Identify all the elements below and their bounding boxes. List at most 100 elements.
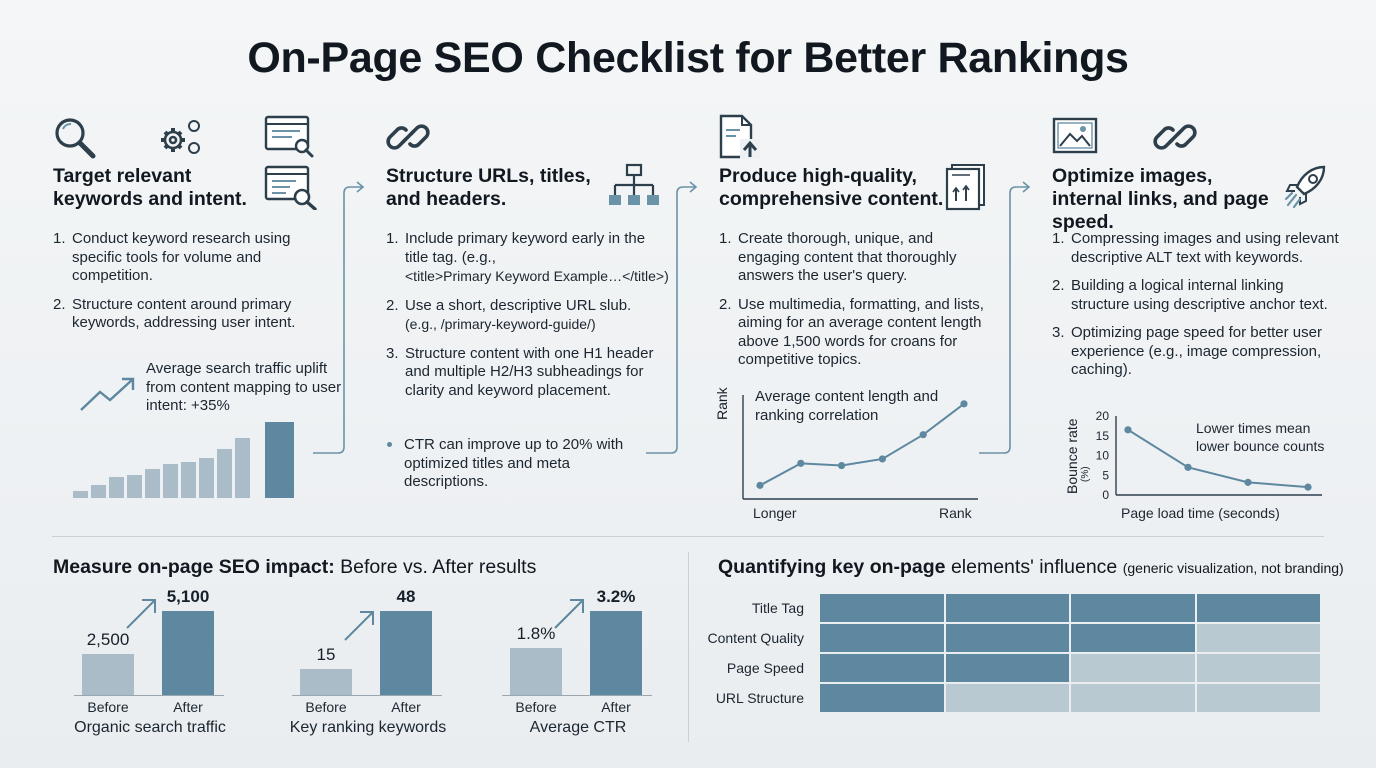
- value-label: 5,100: [166, 587, 210, 606]
- influence-section-title: Quantifying key on-page elements' influe…: [718, 556, 1344, 578]
- column-3-heading: Produce high-quality, comprehensive cont…: [719, 165, 944, 210]
- y-tick-label: 20: [1096, 409, 1110, 423]
- browser-search-icon: [264, 115, 314, 158]
- chart-caption: Organic search traffic: [74, 719, 226, 736]
- heatmap-cell: [820, 624, 944, 652]
- rocket-icon: [1284, 165, 1326, 209]
- data-point: [1124, 426, 1132, 434]
- heatmap-cell: [1071, 594, 1195, 622]
- data-point: [960, 400, 968, 408]
- trend-up-arrow-icon: [80, 377, 135, 411]
- column-4-steps: 1. Compressing images and using relevant …: [1052, 230, 1342, 390]
- mini-bar: [145, 468, 160, 498]
- mini-bar: [91, 484, 106, 498]
- mini-bar: [235, 437, 250, 498]
- heatmap-cell: [945, 684, 1069, 712]
- content-length-chart: [742, 395, 978, 500]
- y-tick-label: 0: [1102, 488, 1109, 502]
- average-ctr-chart: 1.8% Before 3.2% After Average CTR: [502, 587, 688, 740]
- heatmap-cell: [1071, 654, 1195, 682]
- connector-arrow-2: [646, 181, 698, 454]
- connector-arrow-3: [979, 181, 1031, 454]
- list-item: 3. Structure content with one H1 header a…: [386, 344, 654, 399]
- column-2-heading: Structure URLs, titles, and headers.: [386, 165, 591, 210]
- bounce-chart-annotation: Lower times mean lower bounce counts: [1196, 420, 1325, 454]
- list-item: 2. Building a logical internal linking st…: [1052, 277, 1328, 313]
- heatmap-cell: [1071, 624, 1195, 652]
- bounce-rate-chart: 20 15 10 5 0: [1096, 409, 1322, 502]
- category-label: After: [391, 699, 421, 715]
- content-chart-title: Average content length and ranking corre…: [755, 388, 939, 424]
- heatmap-cell: [1196, 684, 1320, 712]
- baseline: [502, 695, 652, 696]
- series-line: [1127, 428, 1309, 489]
- data-point: [756, 481, 764, 489]
- category-label: Before: [305, 699, 347, 715]
- increase-arrow-icon: [554, 599, 584, 629]
- list-item: 1. Conduct keyword research using specifi…: [53, 230, 291, 284]
- list-item: 1. Create thorough, unique, and engaging …: [719, 230, 957, 284]
- content-chart-xtick-right: Rank: [939, 505, 972, 521]
- bounce-chart-ylabel: Bounce rate (%): [1064, 418, 1091, 495]
- y-tick-label: 5: [1102, 468, 1109, 482]
- data-point: [1184, 463, 1192, 471]
- arrow-shaft: [554, 600, 583, 629]
- list-item: 1. Compressing images and using relevant …: [1052, 230, 1339, 266]
- increase-arrow-icon: [126, 599, 156, 629]
- list-item: 1. Include primary keyword early in the t…: [386, 230, 669, 284]
- y-tick-label: 15: [1096, 429, 1110, 443]
- heatmap-cell: [1196, 624, 1320, 652]
- heatmap-cell: [945, 654, 1069, 682]
- document-upload-icon: [719, 114, 760, 159]
- heatmap-row-label: Page Speed: [726, 660, 804, 676]
- impact-section-title: Measure on-page SEO impact: Before vs. A…: [53, 556, 537, 578]
- data-point: [919, 431, 927, 439]
- value-label: 2,500: [86, 629, 130, 649]
- baseline: [74, 695, 224, 696]
- column-2-steps: 1. Include primary keyword early in the t…: [386, 230, 671, 410]
- mini-bar: [265, 422, 294, 498]
- link-icon: [1153, 124, 1197, 150]
- mini-bar: [181, 462, 196, 498]
- gears-icon: [161, 120, 200, 154]
- mini-bar: [73, 490, 88, 498]
- heatmap-cell: [1071, 684, 1195, 712]
- bar-before: [82, 653, 134, 695]
- value-label: 48: [396, 587, 416, 606]
- influence-heatmap: Title Tag Content Quality Page Speed URL St…: [690, 594, 1330, 716]
- value-label: 3.2%: [596, 587, 636, 606]
- heatmap-row-label: Content Quality: [707, 630, 805, 646]
- category-label: After: [601, 699, 631, 715]
- connector-arrow-1: [313, 181, 365, 454]
- page-title: On-Page SEO Checklist for Better Ranking…: [247, 34, 1129, 82]
- chart-caption: Average CTR: [529, 719, 627, 736]
- list-item: 2. Use multimedia, formatting, and lists,…: [719, 295, 984, 369]
- increase-arrow-icon: [344, 610, 374, 641]
- list-item: 3. Optimizing page speed for better user …: [1052, 324, 1322, 378]
- heatmap-row-label: URL Structure: [715, 690, 804, 706]
- arrow-head: [570, 599, 584, 613]
- bar-after: [590, 611, 642, 695]
- category-label: Before: [87, 699, 129, 715]
- data-point: [878, 455, 886, 463]
- traffic-uplift-stat: Average search traffic uplift from conte…: [146, 360, 342, 414]
- browser-list-search-icon: [264, 165, 317, 210]
- bar-before: [300, 668, 352, 695]
- vertical-divider: [688, 552, 689, 742]
- ctr-bullet-text: CTR can improve up to 20% with optimized…: [404, 436, 624, 490]
- mini-bar: [217, 448, 232, 498]
- category-label: After: [173, 699, 203, 715]
- column-3-steps: 1. Create thorough, unique, and engaging …: [719, 230, 994, 380]
- value-label: 15: [316, 644, 336, 664]
- column-1-steps: 1. Conduct keyword research using specifi…: [53, 230, 315, 343]
- heatmap-cell: [1196, 594, 1320, 622]
- bullet-dot: [387, 442, 392, 447]
- chart-caption: Key ranking keywords: [289, 719, 447, 736]
- data-point: [1304, 483, 1312, 491]
- heatmap-row-label: Title Tag: [751, 600, 804, 616]
- document-chart-icon: [945, 164, 985, 211]
- mini-bar: [199, 457, 214, 498]
- bounce-chart-xlabel: Page load time (seconds): [1121, 505, 1280, 521]
- mini-bar: [163, 463, 178, 498]
- mini-bar: [127, 474, 142, 498]
